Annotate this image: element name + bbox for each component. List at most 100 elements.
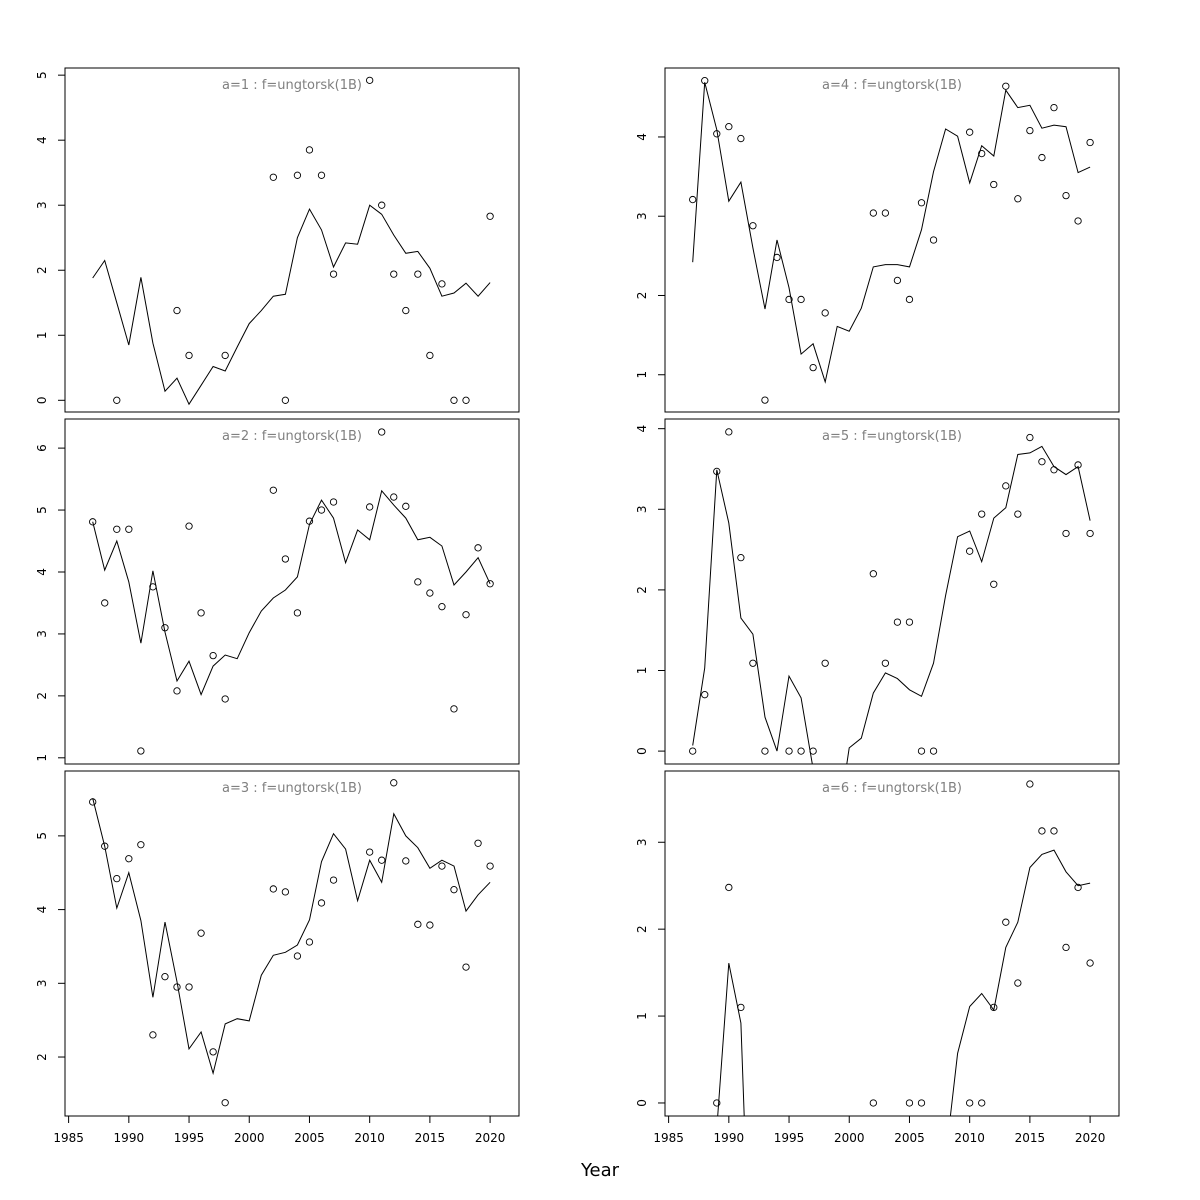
observed-point xyxy=(1038,153,1046,162)
x-tick-label: 2000 xyxy=(834,1131,865,1145)
observed-point xyxy=(1038,827,1046,835)
y-tick-label: 5 xyxy=(35,832,49,840)
x-tick-label: 2005 xyxy=(894,1131,925,1145)
observed-point xyxy=(329,498,338,506)
observed-point xyxy=(1014,195,1022,203)
observed-point xyxy=(1086,138,1094,147)
observed-point xyxy=(221,351,229,360)
x-tick-label: 2015 xyxy=(415,1131,446,1145)
observed-point xyxy=(113,525,121,533)
y-tick-label: 1 xyxy=(35,331,49,339)
x-tick-label: 2000 xyxy=(234,1131,265,1145)
observed-point xyxy=(869,1099,877,1107)
observed-point xyxy=(821,309,829,317)
observed-point xyxy=(749,222,757,230)
observed-point xyxy=(893,276,902,285)
observed-point xyxy=(881,209,890,217)
y-tick-label: 4 xyxy=(35,568,49,576)
observed-point xyxy=(1014,510,1022,518)
panel-5: a=5 : f=ungtorsk(1B) 0 1 2 3 4 xyxy=(635,418,1120,765)
observed-point xyxy=(749,659,757,667)
observed-point xyxy=(125,855,133,863)
observed-point xyxy=(990,1003,998,1012)
observed-point xyxy=(113,874,121,883)
observed-point xyxy=(689,195,697,204)
observed-point xyxy=(809,747,817,755)
y-tick-label: 4 xyxy=(35,906,49,914)
observed-point xyxy=(378,428,386,436)
observed-point xyxy=(929,236,938,244)
observed-point xyxy=(426,351,434,360)
observed-point xyxy=(305,938,314,946)
observed-point xyxy=(450,705,458,713)
y-tick-label: 0 xyxy=(635,747,649,755)
observed-point xyxy=(438,280,446,288)
observed-point xyxy=(450,886,458,894)
x-tick-label: 2020 xyxy=(1075,1131,1106,1145)
x-tick-label: 1990 xyxy=(114,1131,145,1145)
observed-point xyxy=(486,862,494,870)
observed-point xyxy=(917,1099,926,1107)
observed-point xyxy=(1074,883,1082,892)
observed-point xyxy=(701,77,709,85)
observed-point xyxy=(966,1099,974,1107)
fitted-line xyxy=(92,489,491,696)
observed-point xyxy=(185,522,193,530)
observed-point xyxy=(486,580,494,588)
fitted-line xyxy=(692,82,1091,384)
observed-point xyxy=(1086,959,1094,967)
observed-point xyxy=(402,502,410,510)
observed-point xyxy=(366,76,374,85)
observed-point xyxy=(1086,529,1094,538)
observed-point xyxy=(893,618,902,626)
panel-title: a=1 : f=ungtorsk(1B) xyxy=(222,78,362,93)
observed-point xyxy=(1026,126,1034,135)
y-tick-label: 2 xyxy=(35,692,49,700)
observed-point xyxy=(1002,482,1010,490)
x-tick-label: 2005 xyxy=(294,1131,325,1145)
y-tick-label: 4 xyxy=(35,136,49,144)
observed-point xyxy=(1062,529,1070,538)
observed-point xyxy=(869,570,877,578)
y-tick-label: 2 xyxy=(635,925,649,933)
y-tick-label: 1 xyxy=(635,371,649,379)
fitted-line xyxy=(92,204,491,406)
observed-point xyxy=(317,171,326,179)
observed-point xyxy=(450,396,458,404)
observed-point xyxy=(917,199,926,207)
observed-point xyxy=(281,396,290,404)
panel-title: a=6 : f=ungtorsk(1B) xyxy=(822,781,962,796)
observed-point xyxy=(1062,943,1070,952)
observed-point xyxy=(426,589,434,597)
fitted-line xyxy=(692,469,813,765)
observed-point xyxy=(366,503,374,511)
observed-point xyxy=(809,363,817,372)
observed-point xyxy=(305,146,314,154)
observed-point xyxy=(1050,827,1058,835)
observed-point xyxy=(269,885,277,893)
observed-point xyxy=(402,857,410,865)
observed-point xyxy=(797,295,805,304)
observed-point xyxy=(1026,433,1034,442)
observed-point xyxy=(701,691,709,699)
observed-point xyxy=(462,611,470,619)
y-tick-label: 5 xyxy=(35,71,49,79)
observed-point xyxy=(905,1099,914,1107)
observed-point xyxy=(1074,461,1082,469)
observed-point xyxy=(1050,103,1058,112)
observed-point xyxy=(414,920,422,928)
observed-point xyxy=(269,173,277,181)
observed-point xyxy=(149,583,157,591)
y-tick-label: 4 xyxy=(635,425,649,433)
observed-point xyxy=(378,201,386,209)
observed-point xyxy=(173,306,181,315)
observed-point xyxy=(761,396,769,404)
x-tick-label: 2010 xyxy=(954,1131,985,1145)
x-tick-label: 1995 xyxy=(774,1131,805,1145)
fitted-line xyxy=(949,849,1091,1117)
observed-point xyxy=(317,506,326,514)
observed-point xyxy=(966,547,974,555)
observed-point xyxy=(1002,82,1010,90)
panel-4: a=4 : f=ungtorsk(1B) 1 2 3 4 xyxy=(635,67,1120,413)
